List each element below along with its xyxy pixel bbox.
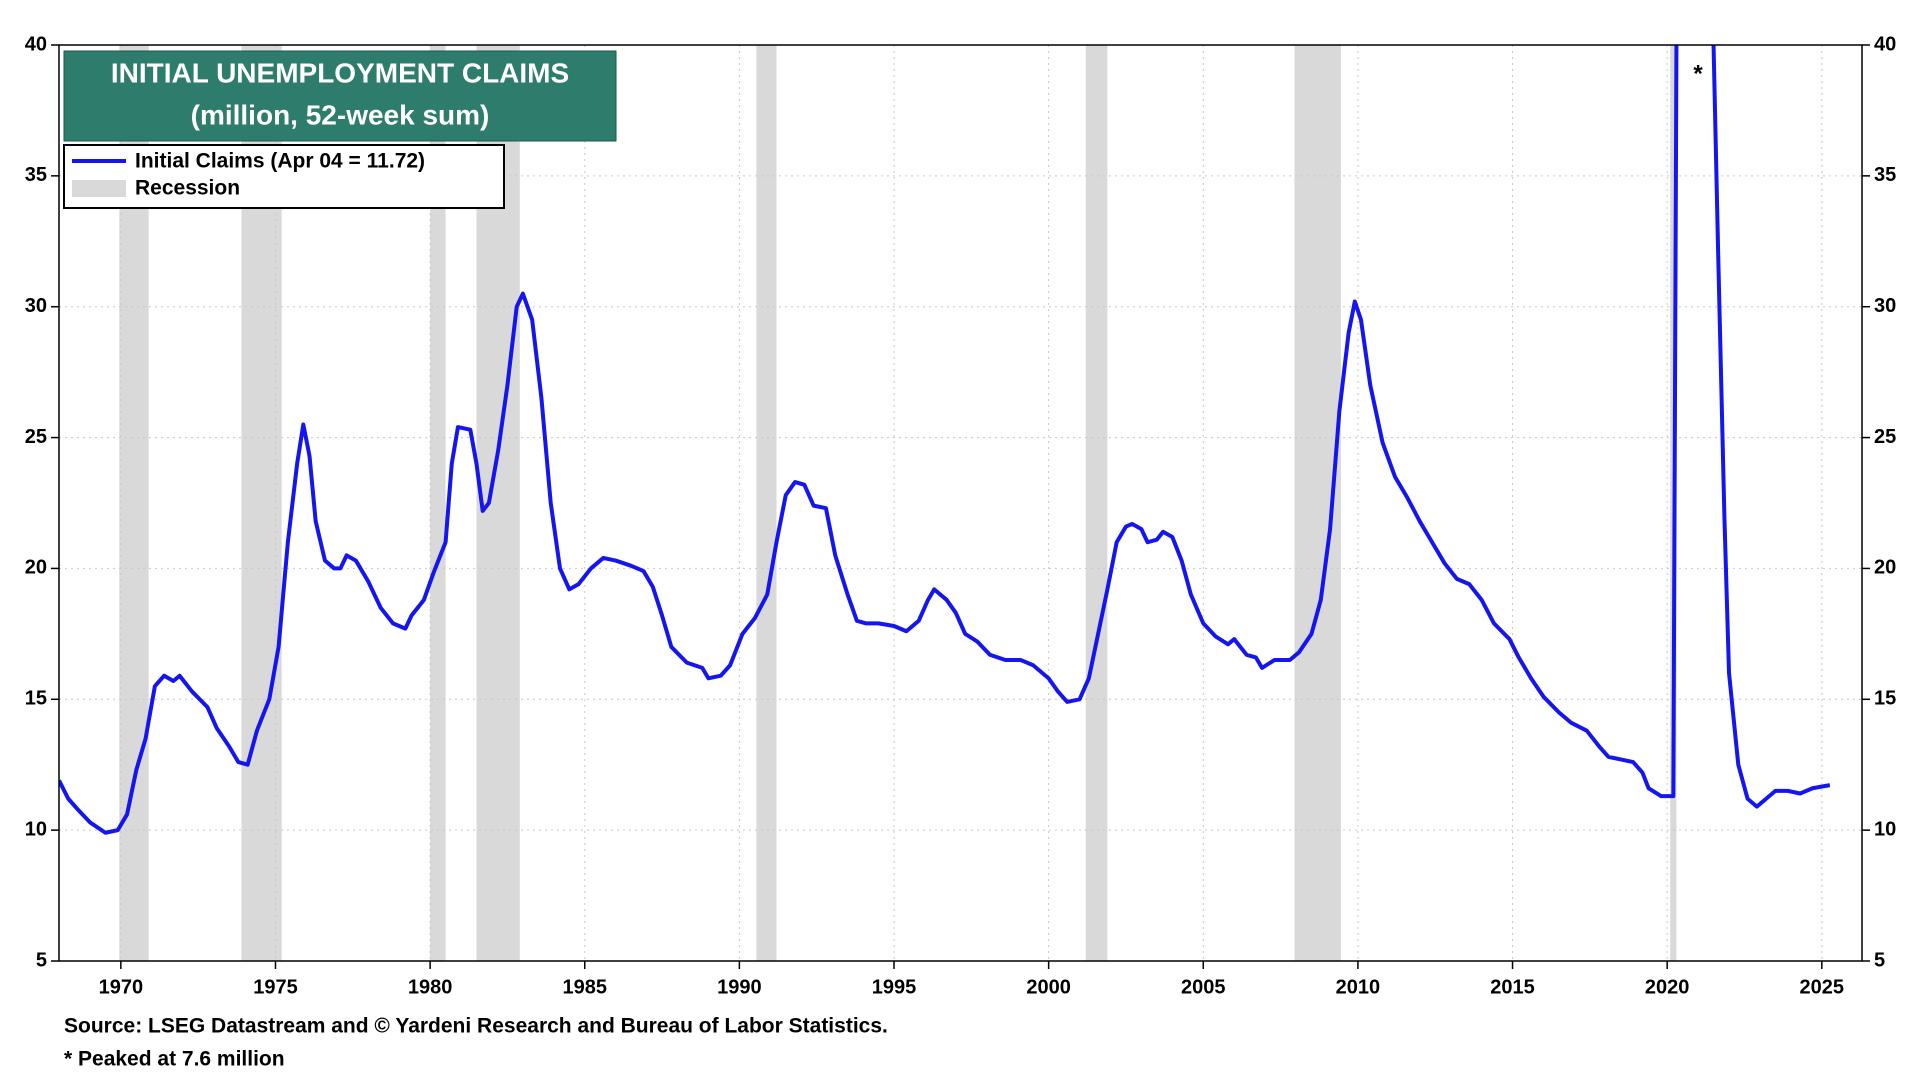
x-tick-label: 2000 bbox=[1026, 976, 1071, 998]
recession-band bbox=[430, 45, 446, 961]
y2-tick-label: 20 bbox=[1874, 557, 1896, 579]
y2-tick-label: 30 bbox=[1874, 295, 1896, 317]
legend-label: Recession bbox=[135, 177, 240, 200]
recession-band bbox=[756, 45, 777, 961]
x-tick-label: 1995 bbox=[872, 976, 917, 998]
x-tick-label: 1980 bbox=[408, 976, 453, 998]
chart-title: INITIAL UNEMPLOYMENT CLAIMS bbox=[111, 57, 569, 88]
source-note: Source: LSEG Datastream and © Yardeni Re… bbox=[64, 1015, 888, 1038]
x-tick-label: 2010 bbox=[1336, 976, 1381, 998]
y-tick-label: 30 bbox=[25, 295, 47, 317]
y2-tick-label: 25 bbox=[1874, 426, 1896, 448]
plot-marks bbox=[59, 45, 1831, 835]
y2-tick-label: 5 bbox=[1874, 949, 1885, 971]
y-tick-label: 10 bbox=[25, 818, 47, 840]
x-tick-label: 1975 bbox=[253, 976, 298, 998]
legend-label: Initial Claims (Apr 04 = 11.72) bbox=[135, 150, 425, 173]
title-box bbox=[63, 50, 617, 142]
x-tick-label: 2020 bbox=[1645, 976, 1690, 998]
x-tick-label: 2025 bbox=[1800, 976, 1845, 998]
y-tick-label: 15 bbox=[25, 688, 47, 710]
legend-swatch bbox=[72, 180, 126, 197]
data-line bbox=[59, 45, 1831, 835]
y2-tick-label: 35 bbox=[1874, 164, 1896, 186]
annotation: * bbox=[1693, 60, 1703, 87]
x-tick-label: 2005 bbox=[1181, 976, 1226, 998]
y-tick-label: 40 bbox=[25, 33, 47, 55]
footnote: * Peaked at 7.6 million bbox=[64, 1048, 285, 1071]
recession-band bbox=[1085, 45, 1108, 961]
legend bbox=[63, 144, 505, 209]
y-tick-label: 20 bbox=[25, 557, 47, 579]
x-tick-label: 1970 bbox=[99, 976, 144, 998]
x-tick-label: 1985 bbox=[562, 976, 607, 998]
y2-tick-label: 15 bbox=[1874, 688, 1896, 710]
x-tick-label: 1990 bbox=[717, 976, 762, 998]
y-tick-label: 25 bbox=[25, 426, 47, 448]
y-tick-label: 5 bbox=[36, 949, 47, 971]
plot-frame bbox=[58, 44, 1863, 962]
y2-tick-label: 10 bbox=[1874, 818, 1896, 840]
chart-subtitle: (million, 52-week sum) bbox=[191, 99, 490, 130]
y-tick-label: 35 bbox=[25, 164, 47, 186]
x-tick-label: 2015 bbox=[1490, 976, 1535, 998]
y2-tick-label: 40 bbox=[1874, 33, 1896, 55]
